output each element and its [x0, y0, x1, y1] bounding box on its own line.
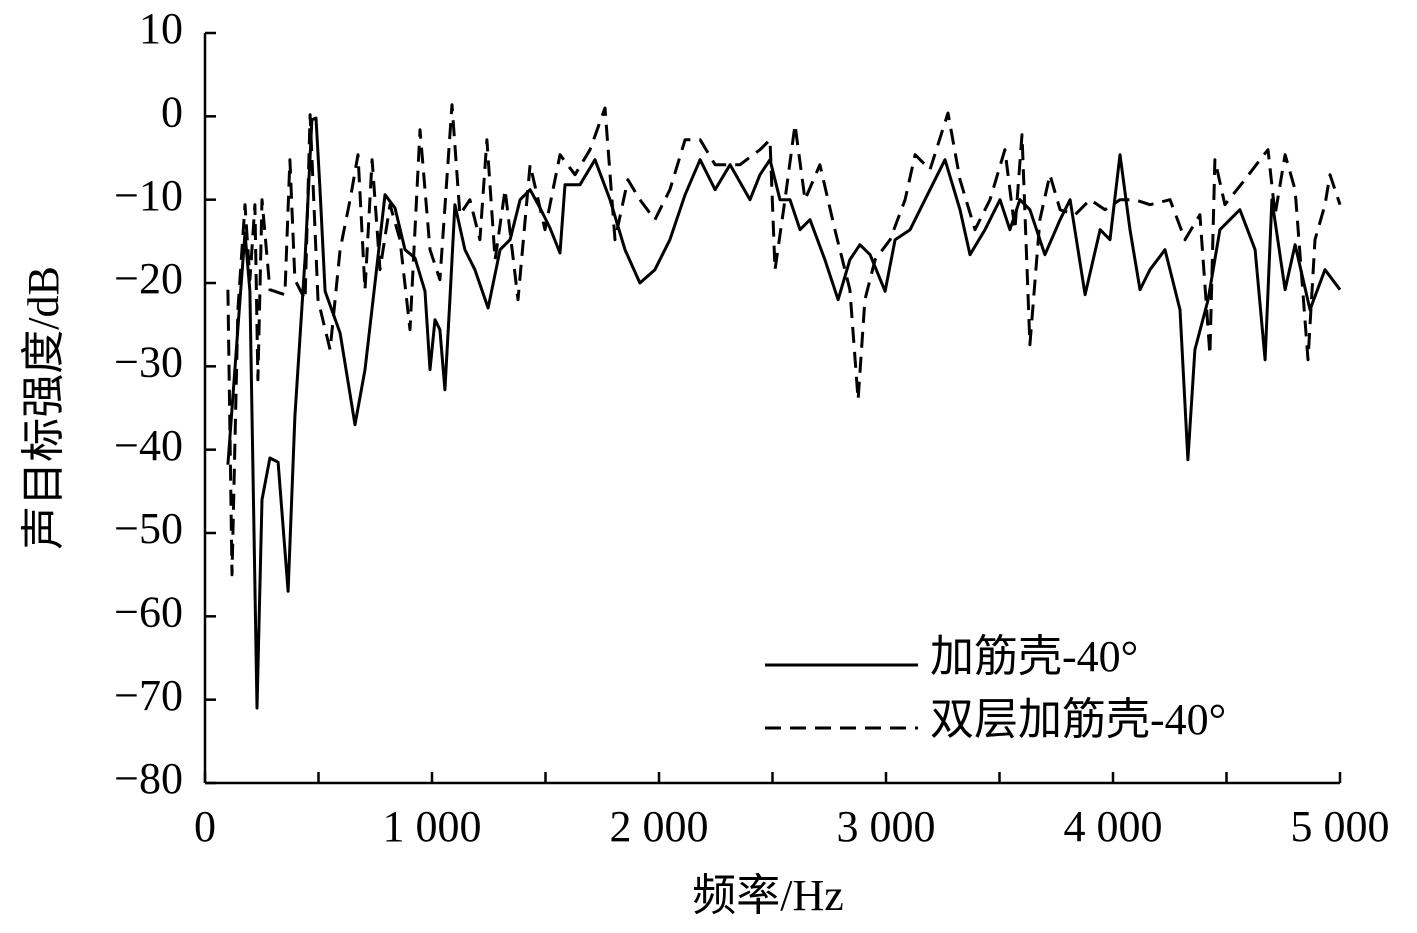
y-tick-label: −10 — [114, 171, 183, 220]
series-line — [226, 103, 1342, 577]
y-axis-label: 声目标强度/dB — [19, 266, 68, 550]
x-axis-label: 频率/Hz — [692, 871, 844, 920]
y-tick-label: −60 — [114, 587, 183, 636]
y-tick-label: −20 — [114, 254, 183, 303]
y-tick-label: −70 — [114, 671, 183, 720]
y-tick-label: 0 — [161, 87, 183, 136]
y-tick-label: −80 — [114, 754, 183, 803]
y-tick-label: 10 — [139, 4, 183, 53]
legend-label: 加筋壳-40° — [930, 632, 1138, 681]
y-tick-label: −30 — [114, 337, 183, 386]
y-tick-label: −50 — [114, 504, 183, 553]
x-tick-label: 4 000 — [1064, 802, 1163, 851]
series-line — [226, 116, 1342, 710]
x-tick-label: 3 000 — [837, 802, 936, 851]
x-tick-label: 5 000 — [1291, 802, 1390, 851]
x-tick-label: 2 000 — [610, 802, 709, 851]
x-tick-label: 0 — [194, 802, 216, 851]
legend-label: 双层加筋壳-40° — [930, 695, 1226, 744]
x-tick-label: 1 000 — [383, 802, 482, 851]
y-tick-label: −40 — [114, 421, 183, 470]
